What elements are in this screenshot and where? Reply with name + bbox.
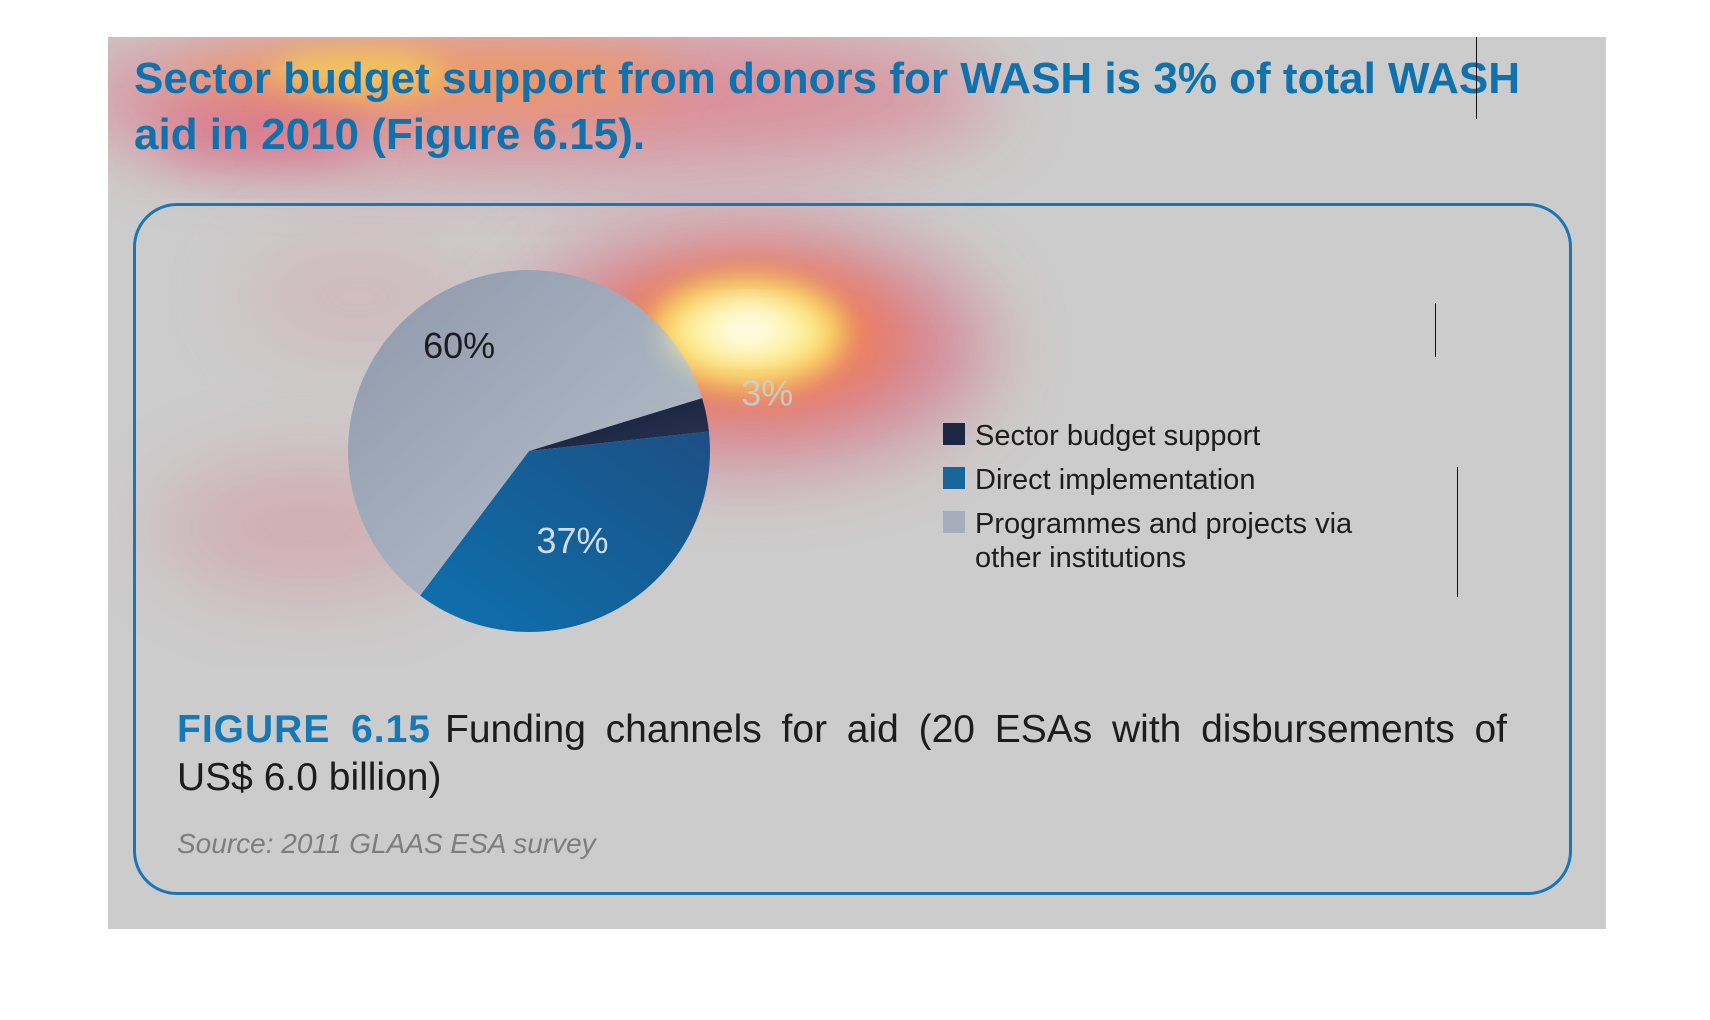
headline-line-1: Sector budget support from donors for WA… bbox=[134, 54, 1521, 103]
figure-panel: Sector budget support from donors for WA… bbox=[108, 37, 1606, 929]
pie-slice-programmes-and-projects-via-other-institutions bbox=[348, 270, 703, 596]
legend-swatch bbox=[943, 423, 965, 445]
slice-label-2: 60% bbox=[423, 325, 495, 366]
pie-slice-direct-implementation bbox=[420, 431, 710, 633]
slice-label-0: 3% bbox=[741, 373, 793, 414]
legend-label: Sector budget support bbox=[975, 420, 1261, 452]
text-cursor bbox=[1476, 37, 1477, 119]
legend-label: Programmes and projects via other instit… bbox=[975, 508, 1353, 574]
figure-box: 3% 37% 60% Sector budget support Direct imp… bbox=[133, 203, 1572, 895]
text-cursor-2 bbox=[1435, 303, 1436, 357]
legend-swatch bbox=[943, 511, 965, 533]
slice-label-1: 37% bbox=[536, 520, 608, 561]
legend-item: Sector budget support bbox=[943, 419, 1403, 453]
legend-swatch bbox=[943, 467, 965, 489]
legend-label: Direct implementation bbox=[975, 464, 1256, 496]
figure-caption-text: Funding channels for aid (20 ESAs with d… bbox=[177, 708, 1507, 799]
pie-chart: 3% 37% 60% bbox=[348, 270, 793, 633]
legend-item: Direct implementation bbox=[943, 463, 1403, 497]
text-cursor-3 bbox=[1457, 467, 1458, 597]
figure-caption: FIGURE 6.15 Funding channels for aid (20 … bbox=[177, 706, 1507, 802]
headline: Sector budget support from donors for WA… bbox=[134, 51, 1594, 163]
chart-legend: Sector budget support Direct implementati… bbox=[943, 419, 1403, 585]
figure-label: FIGURE 6.15 bbox=[177, 708, 431, 751]
pie-slice-sector-budget-support bbox=[529, 398, 709, 451]
headline-line-2: aid in 2010 (Figure 6.15). bbox=[134, 110, 646, 159]
figure-source: Source: 2011 GLAAS ESA survey bbox=[177, 828, 596, 859]
legend-item: Programmes and projects via other instit… bbox=[943, 507, 1403, 575]
heat-blob-headline bbox=[108, 37, 998, 167]
